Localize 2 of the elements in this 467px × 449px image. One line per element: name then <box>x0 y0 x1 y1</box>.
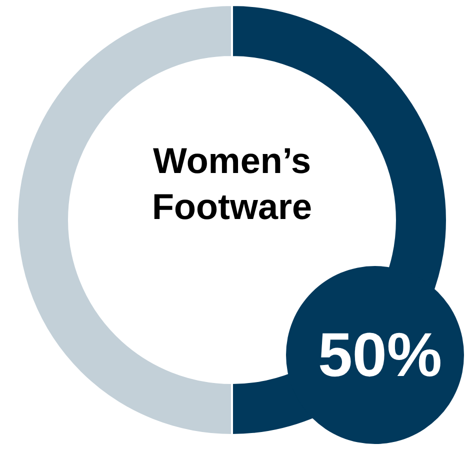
text: Women’s Footware <box>150 139 313 229</box>
data-label: 50% <box>318 320 442 390</box>
